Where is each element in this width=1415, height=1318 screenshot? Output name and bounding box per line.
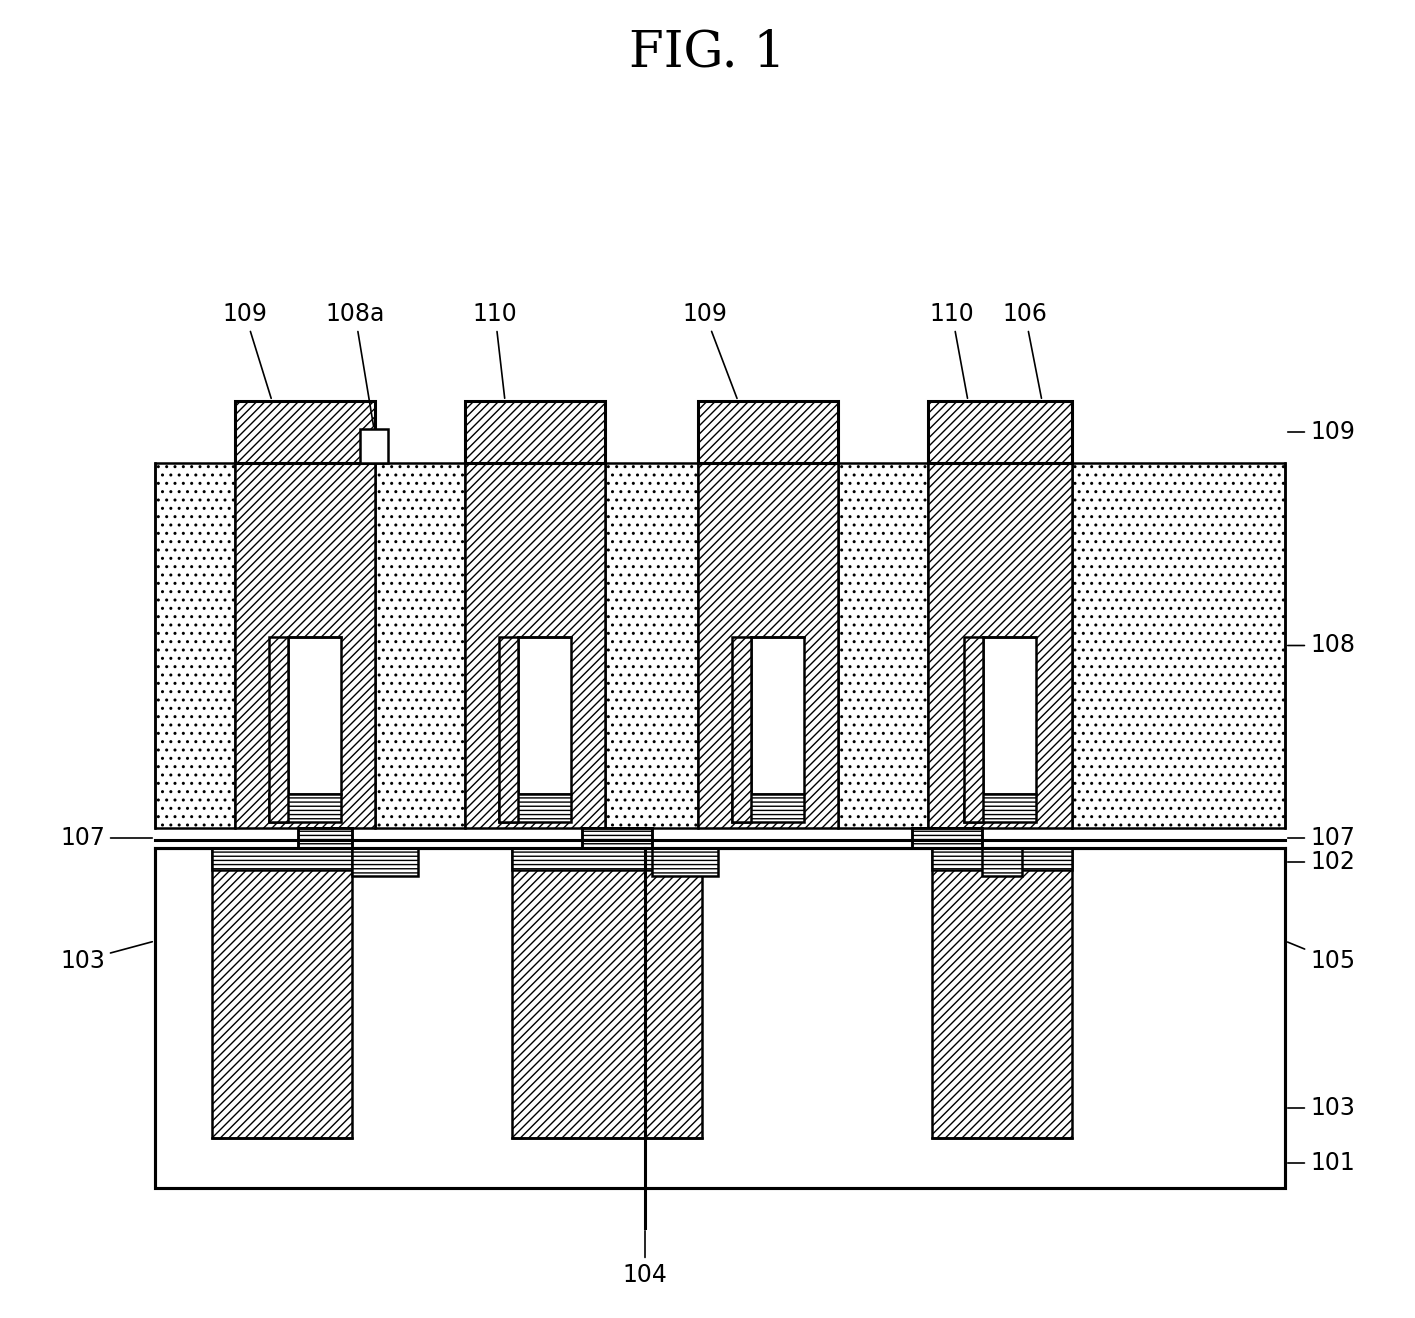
Bar: [499, 637, 518, 822]
Bar: [928, 463, 1073, 828]
Bar: [982, 847, 1022, 876]
Bar: [838, 463, 928, 828]
Bar: [964, 793, 1036, 822]
Text: 101: 101: [1288, 1151, 1354, 1176]
Text: 105: 105: [1288, 942, 1356, 973]
Bar: [156, 847, 1285, 1188]
Bar: [512, 847, 702, 870]
Bar: [512, 847, 702, 1137]
Text: 109: 109: [1288, 420, 1356, 444]
Bar: [983, 637, 1036, 793]
Bar: [212, 847, 352, 1137]
Text: 103: 103: [59, 942, 153, 973]
Bar: [289, 637, 341, 793]
Bar: [751, 637, 804, 793]
Text: 110: 110: [930, 302, 975, 398]
Bar: [652, 847, 717, 876]
Text: 109: 109: [682, 302, 737, 398]
Bar: [156, 463, 235, 828]
Bar: [928, 401, 1073, 463]
Bar: [732, 637, 751, 822]
Bar: [964, 637, 983, 822]
Bar: [212, 847, 352, 870]
Bar: [698, 401, 838, 463]
Text: 104: 104: [623, 1231, 668, 1286]
Bar: [156, 847, 1285, 1188]
Bar: [352, 847, 417, 876]
Text: 108: 108: [1288, 634, 1356, 658]
Bar: [1073, 463, 1285, 828]
Bar: [932, 847, 1073, 870]
Text: 106: 106: [1003, 302, 1047, 398]
Text: FIG. 1: FIG. 1: [630, 28, 785, 78]
Bar: [466, 463, 606, 828]
Text: 110: 110: [473, 302, 518, 398]
Bar: [518, 637, 572, 793]
Text: 109: 109: [222, 302, 272, 398]
Bar: [269, 793, 341, 822]
Bar: [359, 428, 388, 463]
Bar: [913, 828, 982, 847]
Bar: [732, 793, 804, 822]
Bar: [269, 637, 289, 822]
Bar: [698, 463, 838, 828]
Bar: [299, 828, 352, 847]
Bar: [582, 828, 652, 847]
Bar: [466, 401, 606, 463]
Bar: [932, 847, 1073, 1137]
Bar: [375, 463, 466, 828]
Bar: [499, 793, 572, 822]
Text: 108a: 108a: [325, 302, 385, 426]
Text: 107: 107: [1288, 826, 1356, 850]
Bar: [235, 463, 375, 828]
Text: 107: 107: [59, 826, 153, 850]
Bar: [606, 463, 698, 828]
Bar: [235, 401, 375, 463]
Text: 102: 102: [1288, 850, 1356, 874]
Text: 103: 103: [1288, 1097, 1356, 1120]
Bar: [156, 840, 1285, 847]
